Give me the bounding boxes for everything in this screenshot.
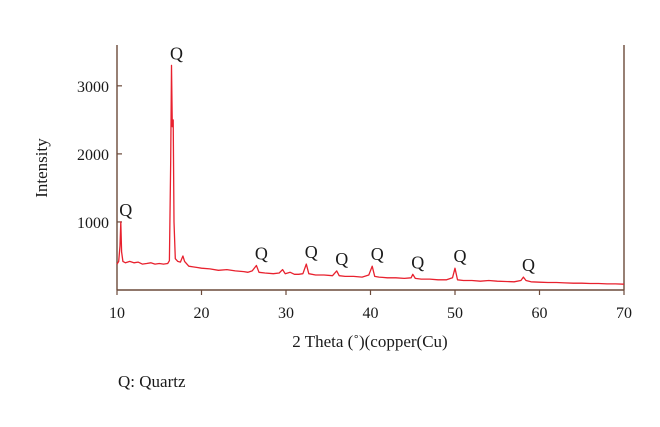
peak-annotation: Q [411,252,424,272]
peak-annotation: Q [119,200,132,220]
peak-annotation: Q [255,244,268,264]
peak-annotation: Q [170,43,183,63]
series-line [116,64,625,285]
peak-annotation: Q [522,255,535,275]
x-tick-label: 70 [616,305,632,322]
peak-annotation: Q [335,249,348,269]
y-tick-label: 2000 [77,147,109,164]
y-tick-label: 3000 [77,79,109,96]
x-tick-label: 30 [278,305,294,322]
peak-annotation: Q [305,242,318,262]
x-axis-title: 2 Theta (˚)(copper(Cu) [292,332,447,351]
series-layer [116,64,625,285]
x-tick-label: 40 [363,305,379,322]
x-tick-label: 10 [109,305,125,322]
x-tick-label: 60 [532,305,548,322]
x-ticks: 10 20 30 40 50 60 70 [109,290,632,322]
peak-annotation: Q [454,246,467,266]
y-ticks: 1000 2000 3000 [77,79,122,232]
y-tick-label: 1000 [77,215,109,232]
x-tick-label: 50 [447,305,463,322]
legend-note: Q: Quartz [118,372,186,391]
annotations-layer: QQQ Q Q Q Q Q Q [119,43,535,275]
y-axis-title: Intensity [32,138,51,198]
peak-annotation: Q [371,244,384,264]
x-tick-label: 20 [194,305,210,322]
